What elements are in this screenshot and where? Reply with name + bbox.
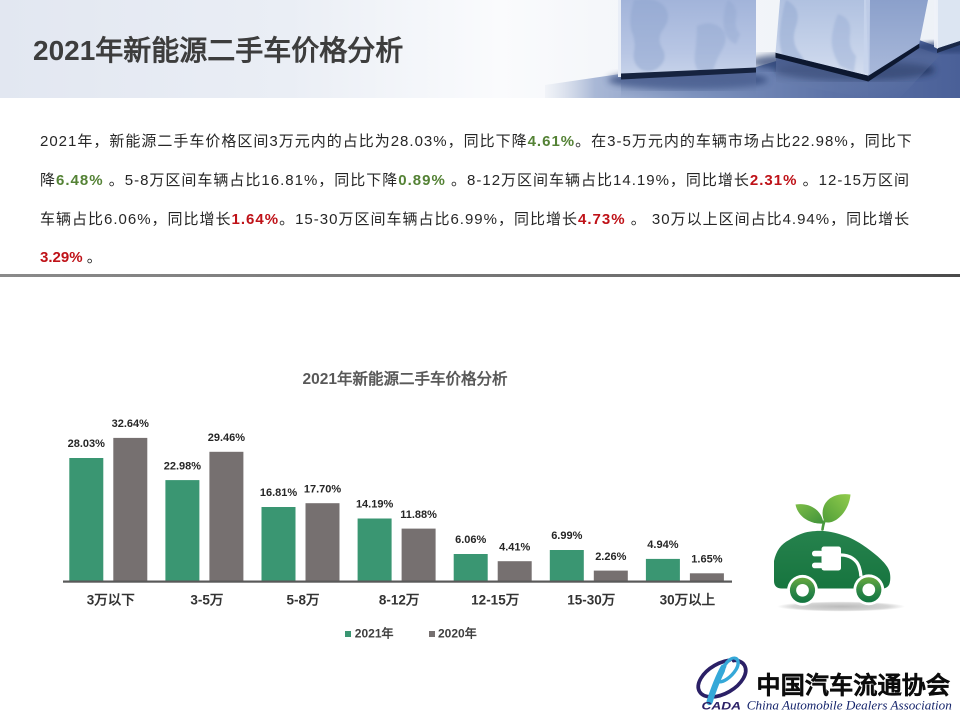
svg-text:4.94%: 4.94% [647,539,678,551]
svg-text:28.03%: 28.03% [68,438,106,450]
svg-text:2.26%: 2.26% [595,551,626,563]
svg-text:CADA: CADA [702,701,742,713]
svg-text:15-30万: 15-30万 [567,593,615,608]
svg-text:中国汽车流通协会: 中国汽车流通协会 [757,672,951,700]
svg-text:5-8万: 5-8万 [286,593,319,608]
svg-text:8-12万: 8-12万 [379,593,420,608]
svg-text:16.81%: 16.81% [260,487,298,499]
svg-text:12-15万: 12-15万 [471,593,519,608]
svg-text:4.41%: 4.41% [499,541,530,553]
svg-text:1.65%: 1.65% [691,554,722,566]
svg-text:6.06%: 6.06% [455,534,486,546]
svg-text:2020年: 2020年 [438,626,477,641]
svg-text:6.99%: 6.99% [551,530,582,542]
svg-text:3万以下: 3万以下 [87,593,136,608]
svg-text:17.70%: 17.70% [304,483,342,495]
svg-text:China Automobile Dealers Assoc: China Automobile Dealers Association [747,698,952,713]
svg-text:29.46%: 29.46% [208,432,246,444]
svg-text:14.19%: 14.19% [356,499,394,511]
svg-text:3-5万: 3-5万 [190,593,223,608]
svg-text:11.88%: 11.88% [400,509,437,521]
svg-text:30万以上: 30万以上 [660,593,716,608]
svg-text:32.64%: 32.64% [112,418,150,430]
svg-text:2021年新能源二手车价格分析: 2021年新能源二手车价格分析 [303,369,508,388]
svg-text:2021年: 2021年 [355,626,394,641]
svg-text:22.98%: 22.98% [164,460,202,472]
